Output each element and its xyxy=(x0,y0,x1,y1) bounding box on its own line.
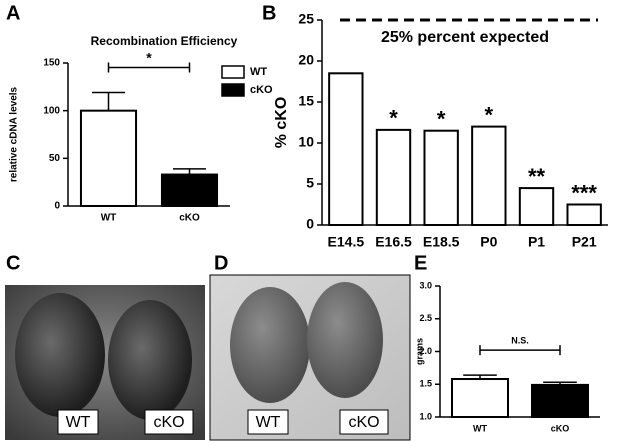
legend-swatch xyxy=(221,65,245,79)
photo-label: cKO xyxy=(153,414,184,431)
x-tick-label: P0 xyxy=(480,234,497,250)
significance-label: * xyxy=(437,107,446,132)
y-tick-label: 100 xyxy=(43,105,60,116)
significance-label: * xyxy=(389,106,398,131)
photo-d: WT cKO xyxy=(209,274,411,441)
y-axis-label: grams xyxy=(414,338,424,365)
bar xyxy=(423,129,459,226)
legend-swatch xyxy=(221,83,245,97)
y-tick-label: 25 xyxy=(298,11,314,27)
bar xyxy=(79,109,138,207)
photo-label: WT xyxy=(66,414,91,431)
panel-label: E xyxy=(414,252,427,274)
x-tick-label: P21 xyxy=(572,234,597,250)
bar xyxy=(375,128,412,227)
panel-label: A xyxy=(6,2,20,24)
y-tick-label: 150 xyxy=(43,58,60,69)
x-tick-label: WT xyxy=(101,213,117,224)
x-tick-label: E18.5 xyxy=(423,234,460,250)
panel-label: D xyxy=(214,252,228,274)
significance-bracket xyxy=(107,62,191,73)
error-bar xyxy=(91,91,126,111)
panel-label: C xyxy=(6,252,20,274)
significance-label: ** xyxy=(528,164,546,189)
x-tick-label: E16.5 xyxy=(375,234,412,250)
y-tick-label: 0 xyxy=(306,216,314,232)
y-tick-label: 10 xyxy=(298,134,314,150)
bar xyxy=(531,383,589,418)
y-tick-label: 20 xyxy=(298,52,314,68)
bar xyxy=(518,187,555,227)
y-tick-label: 3.0 xyxy=(419,280,432,290)
y-axis-label: % cKO xyxy=(273,97,290,149)
photo-label: WT xyxy=(256,414,281,431)
legend-label: cKO xyxy=(250,84,273,96)
x-tick-label: WT xyxy=(473,423,487,433)
y-axis-label: relative cDNA levels xyxy=(9,86,20,182)
chart-title: Recombination Efficiency xyxy=(91,34,238,48)
x-tick-label: E14.5 xyxy=(328,234,365,250)
y-tick-label: 2.5 xyxy=(419,313,432,323)
bar xyxy=(451,378,509,419)
y-tick-label: 1.5 xyxy=(419,379,432,389)
y-tick-label: 5 xyxy=(306,175,314,191)
significance-label: * xyxy=(485,102,494,127)
bar xyxy=(160,173,219,207)
panel-label: B xyxy=(262,2,276,24)
bar xyxy=(328,72,364,226)
significance-label: N.S. xyxy=(511,335,529,345)
x-tick-label: P1 xyxy=(528,234,545,250)
photo-label: cKO xyxy=(348,414,379,431)
y-tick-label: 0 xyxy=(54,201,60,212)
y-tick-label: 50 xyxy=(49,153,61,164)
reference-label: 25% percent expected xyxy=(381,29,549,46)
photo-c: WT cKO xyxy=(5,285,205,440)
significance-label: *** xyxy=(571,180,597,205)
legend-label: WT xyxy=(250,66,267,78)
bar xyxy=(566,203,602,226)
significance-bracket xyxy=(479,345,561,356)
significance-label: * xyxy=(146,49,152,65)
y-tick-label: 1.0 xyxy=(419,411,432,421)
x-tick-label: cKO xyxy=(179,213,200,224)
y-tick-label: 2.0 xyxy=(419,346,432,356)
y-tick-label: 15 xyxy=(298,93,314,109)
bar xyxy=(471,125,507,226)
x-tick-label: cKO xyxy=(551,423,570,433)
